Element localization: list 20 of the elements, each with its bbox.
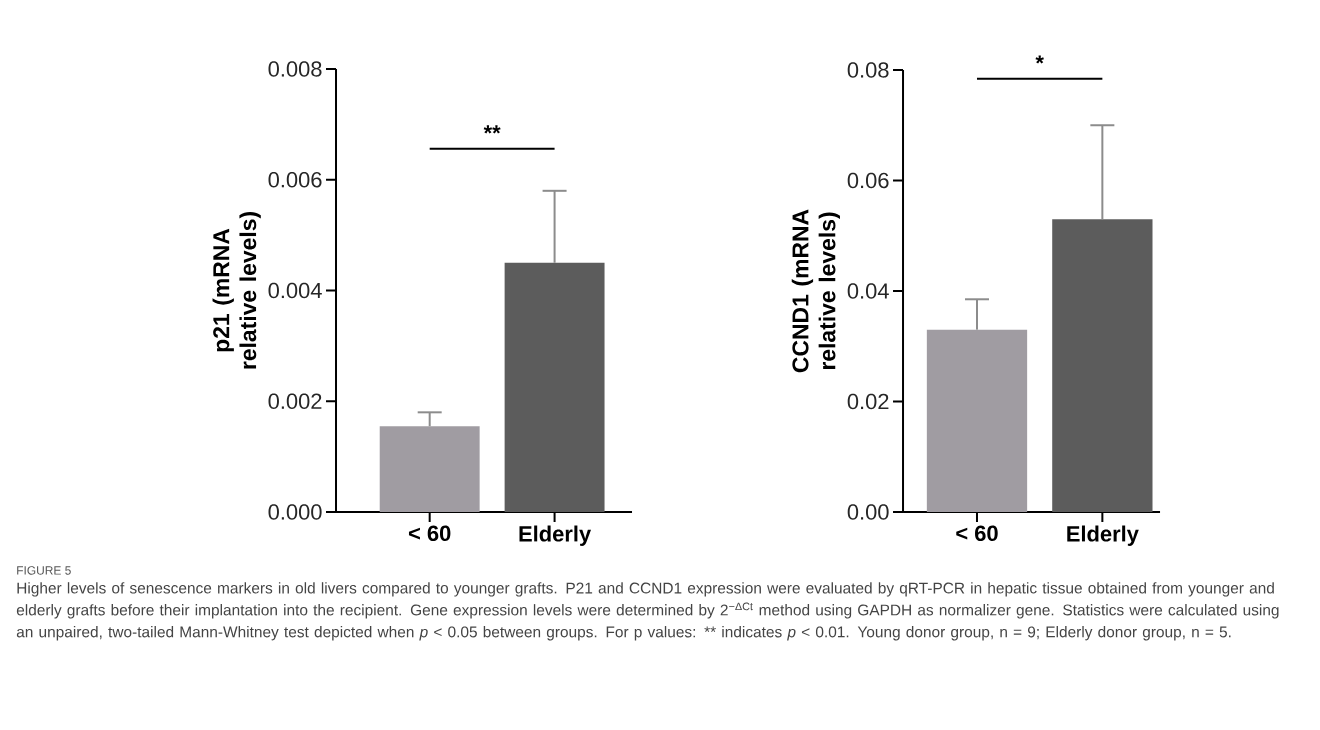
- x-tick-label: < 60: [956, 525, 998, 542]
- x-tick-label: < 60: [408, 525, 451, 542]
- y-tick-label: 0.004: [268, 282, 322, 299]
- x-tick-label: Elderly: [1067, 525, 1139, 546]
- x-tick-label: Elderly: [519, 525, 592, 546]
- y-tick-label: 0.000: [268, 504, 322, 520]
- y-tick-label: 0.06: [847, 172, 889, 189]
- y-tick-label: 0.002: [268, 393, 322, 410]
- y-tick-label: 0.02: [847, 393, 889, 410]
- y-axis-title: p21 (mRNA relative levels): [212, 212, 261, 369]
- text: *: [1035, 55, 1044, 64]
- y-tick-label: 0.04: [847, 283, 889, 299]
- y-axis-title: CCND1 (mRNA relative levels): [791, 209, 840, 373]
- text: Higher levels of senescence markers in old livers compared to younger grafts. P21 and CCND1 expression were evaluated by qRT-PCR in hepatic tissue obtained from younger and elderly grafts before their implantation into the recipient. Gene expression levels were determined by 2$^{−ΔCt}$ method using GAPDH as normalizer gene. Statistics were calculated using an unpaired, two-tailed Mann-Whitney test depicted when p < 0.05 between groups. For p values: ** indicates p < 0.01. Young donor group, n = 9; Elderly donor group, n = 5.: [16, 582, 1279, 641]
- y-tick-label: 0.008: [268, 61, 322, 77]
- annotation: **: [483, 125, 501, 134]
- y-tick-label: 0.00: [847, 504, 889, 520]
- text: FIGURE 5: [17, 566, 71, 575]
- y-tick-label: 0.08: [847, 62, 889, 78]
- y-tick-label: 0.006: [268, 171, 322, 188]
